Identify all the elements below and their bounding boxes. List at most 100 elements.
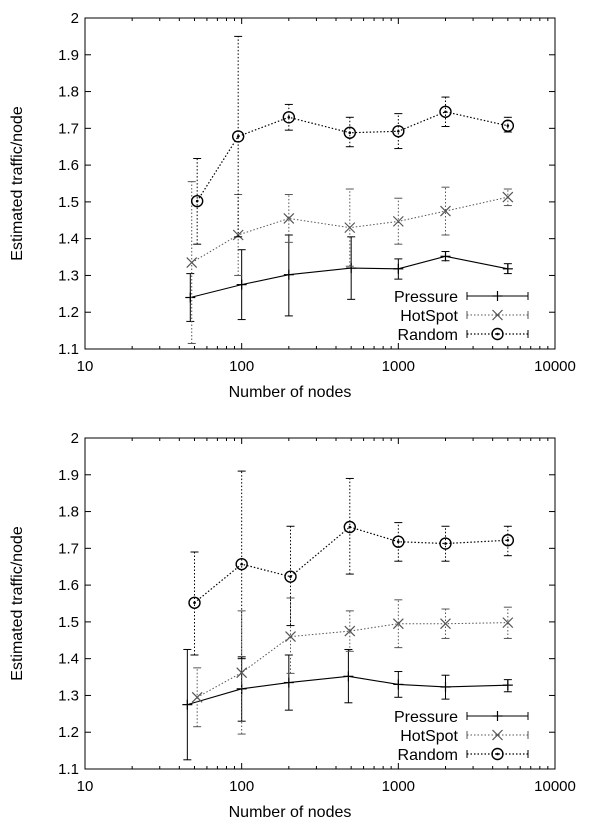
chart0-series-random-point-ring (231, 130, 245, 143)
chart1-legend-item-hotspot: HotSpot (400, 728, 529, 745)
chart1-xtick-label: 10000 (534, 778, 576, 795)
chart1-series-random-point-dot (193, 601, 196, 605)
chart0-ytick-label: 1.2 (58, 304, 79, 321)
chart0-series-pressure-point (185, 292, 196, 303)
chart0-legend-marker-ring (491, 327, 504, 341)
chart0-ytick-label: 1.5 (58, 194, 79, 211)
chart0-series-random-point (231, 130, 245, 143)
chart0-series-random-point-ring (501, 119, 515, 132)
chart1-legend-marker (491, 747, 504, 761)
chart1-series-pressure-point (182, 699, 193, 710)
chart1-series-random-point-ring (235, 557, 248, 571)
chart1-series-random-point (501, 534, 515, 547)
chart0-series-hotspot-point-d2 (186, 257, 198, 268)
chart1-xtick-label: 100 (229, 778, 254, 795)
chart0-series-random-point-ring (392, 125, 405, 138)
chart1-legend-item-pressure: Pressure (394, 709, 529, 726)
chart1-series-random-point (284, 570, 297, 583)
chart0-legend-item-hotspot: HotSpot (400, 308, 529, 325)
chart0-series-hotspot-point (283, 213, 295, 224)
chart0-series-random-point-dot (506, 124, 510, 128)
chart1-series-hotspot-point (392, 618, 404, 630)
chart0-xtick-label: 10000 (534, 358, 576, 375)
chart0-xtick-label: 10 (77, 358, 94, 375)
chart0-series-random-point-ring (190, 194, 204, 208)
chart1-series-hotspot-point-d2 (236, 667, 248, 679)
chart1-series-pressure-point (343, 671, 354, 682)
chart0-series-random-point-ring (282, 111, 296, 124)
chart0-series-random-point-ring (439, 105, 452, 118)
chart0-series-random-point (439, 105, 452, 118)
chart-panel-bottom: 1.1 1.2 1.3 1.4 1.5 1.6 1.7 1.8 1.9 2 10 100 1000 100… (0, 420, 598, 835)
chart0-series-random-point-dot (287, 116, 291, 119)
chart1-ytick-label: 1.1 (58, 761, 79, 778)
chart1-xtick-label: 1000 (382, 778, 415, 795)
chart1-series-random-point-dot (240, 562, 243, 566)
chart1-series-hotspot-point-d2 (502, 617, 514, 629)
chart0-legend-label: HotSpot (400, 308, 458, 325)
chart1-legend-marker-ring (491, 747, 504, 761)
chart1-series-pressure-point (393, 679, 404, 690)
chart0-ytick-label: 1.7 (58, 120, 79, 137)
chart1-series-hotspot-point (191, 691, 203, 703)
chart0-x-axis-title: Number of nodes (229, 384, 352, 401)
chart0-series-pressure-point (236, 279, 247, 290)
chart1-series-random-point (343, 520, 356, 534)
chart1-plot-frame (84, 437, 556, 770)
chart0-legend-marker (492, 291, 503, 301)
chart1-series-random-point-ring (343, 520, 356, 534)
chart0-ytick-label: 1.6 (58, 157, 79, 174)
chart0-ytick-label: 1.3 (58, 267, 79, 284)
chart0-legend-label: Random (398, 327, 458, 344)
chart0-series-pressure-point (346, 263, 357, 274)
chart0-series-random-point-dot (444, 110, 447, 114)
chart1-series-random-point-dot (397, 540, 400, 544)
chart1-xtick-label: 10 (77, 778, 94, 795)
chart0-legend: Pressure HotSpot Random (394, 289, 529, 344)
chart0-series-hotspot-point-d2 (283, 213, 295, 224)
chart1-legend-item-random: Random (398, 747, 529, 764)
chart1-series-pressure-point (283, 677, 294, 688)
chart0-legend-marker (492, 309, 503, 321)
chart1-series-hotspot-point (440, 618, 451, 630)
chart-panel-top: 1.1 1.2 1.3 1.4 1.5 1.6 1.7 1.8 1.9 2 10 100 1000 100… (0, 0, 598, 415)
chart1-series-random (188, 470, 515, 660)
chart0-series-pressure-point (283, 269, 294, 280)
chart1-legend-marker-dot (496, 752, 499, 756)
chart1-series-random-point (439, 537, 452, 550)
chart0-series-hotspot-point (440, 205, 451, 217)
chart1-series-random-point-dot (444, 542, 447, 545)
chart1-ytick-label: 2 (71, 430, 79, 447)
chart0-series-random-point-dot (397, 129, 400, 133)
chart1-legend-marker (492, 711, 503, 721)
chart0-series-hotspot (186, 181, 514, 344)
chart0-series-random-point-dot (236, 135, 240, 138)
chart0-legend-marker-d2 (492, 309, 503, 321)
chart1-legend: Pressure HotSpot Random (394, 709, 529, 764)
chart1-series-random-point-ring (501, 534, 515, 547)
chart0-series-pressure-point (502, 263, 513, 274)
chart1-ytick-label: 1.6 (58, 577, 79, 594)
chart0-legend-item-pressure: Pressure (394, 289, 529, 306)
chart0-series-random-point (501, 119, 515, 132)
chart0-xtick-label: 1000 (382, 358, 415, 375)
chart0-ytick-label: 1.4 (58, 231, 79, 248)
chart0-series-hotspot-point (502, 191, 514, 203)
chart1-series-random-point (188, 596, 201, 609)
chart1-y-axis-title: Estimated traffic/node (9, 526, 26, 681)
chart1-legend-label: Pressure (394, 709, 458, 726)
chart0-series-hotspot-point (344, 222, 356, 234)
chart0-series-hotspot-point-d2 (344, 222, 356, 234)
chart0-series-hotspot-point (186, 257, 198, 268)
chart1-ytick-label: 1.7 (58, 540, 79, 557)
chart1-series-hotspot-point (344, 625, 356, 637)
chart0-series-random-point-dot (195, 199, 199, 203)
chart1-ytick-label: 1.9 (58, 467, 79, 484)
chart1-series-random-point (235, 557, 248, 571)
chart1-series-pressure-point (440, 681, 451, 692)
chart1-series-random-point-ring (284, 570, 297, 583)
chart0-series-random (190, 35, 515, 245)
chart1-x-axis-title: Number of nodes (229, 804, 352, 821)
chart0-series-random-point (343, 126, 356, 139)
chart1-series-pressure-point (502, 680, 513, 691)
